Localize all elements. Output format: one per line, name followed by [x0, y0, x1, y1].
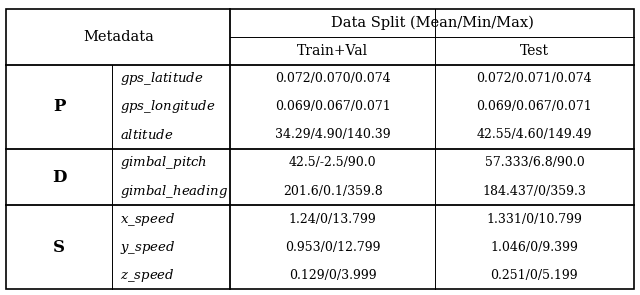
Text: 0.251/0/5.199: 0.251/0/5.199	[491, 268, 578, 282]
Text: $gps\_latitude$: $gps\_latitude$	[120, 71, 204, 87]
Text: 0.069/0.067/0.071: 0.069/0.067/0.071	[275, 100, 390, 114]
Text: 184.437/0/359.3: 184.437/0/359.3	[483, 184, 586, 198]
Text: D: D	[52, 168, 67, 186]
Text: 57.333/6.8/90.0: 57.333/6.8/90.0	[484, 156, 584, 170]
Text: 0.072/0.070/0.074: 0.072/0.070/0.074	[275, 72, 390, 86]
Text: 34.29/4.90/140.39: 34.29/4.90/140.39	[275, 128, 390, 142]
Text: Data Split (Mean/Min/Max): Data Split (Mean/Min/Max)	[331, 16, 533, 30]
Text: Train+Val: Train+Val	[297, 44, 369, 58]
Text: 1.24/0/13.799: 1.24/0/13.799	[289, 212, 377, 226]
Text: $z\_speed$: $z\_speed$	[120, 267, 174, 283]
Text: $y\_speed$: $y\_speed$	[120, 239, 175, 255]
Text: 0.129/0/3.999: 0.129/0/3.999	[289, 268, 376, 282]
Text: 201.6/0.1/359.8: 201.6/0.1/359.8	[283, 184, 383, 198]
Text: 42.5/-2.5/90.0: 42.5/-2.5/90.0	[289, 156, 376, 170]
Text: $gimbal\_heading$: $gimbal\_heading$	[120, 183, 228, 199]
Text: Test: Test	[520, 44, 549, 58]
Text: Metadata: Metadata	[83, 30, 154, 44]
Text: 1.046/0/9.399: 1.046/0/9.399	[490, 240, 579, 254]
Text: P: P	[53, 99, 65, 115]
Text: 1.331/0/10.799: 1.331/0/10.799	[486, 212, 582, 226]
Text: S: S	[53, 239, 65, 255]
Text: 0.069/0.067/0.071: 0.069/0.067/0.071	[477, 100, 592, 114]
Text: $gimbal\_pitch$: $gimbal\_pitch$	[120, 155, 207, 171]
Text: 42.55/4.60/149.49: 42.55/4.60/149.49	[477, 128, 592, 142]
Text: 0.953/0/12.799: 0.953/0/12.799	[285, 240, 381, 254]
Text: $gps\_longitude$: $gps\_longitude$	[120, 99, 215, 115]
Text: $x\_speed$: $x\_speed$	[120, 211, 175, 227]
Text: $altitude$: $altitude$	[120, 128, 173, 142]
Text: 0.072/0.071/0.074: 0.072/0.071/0.074	[477, 72, 592, 86]
